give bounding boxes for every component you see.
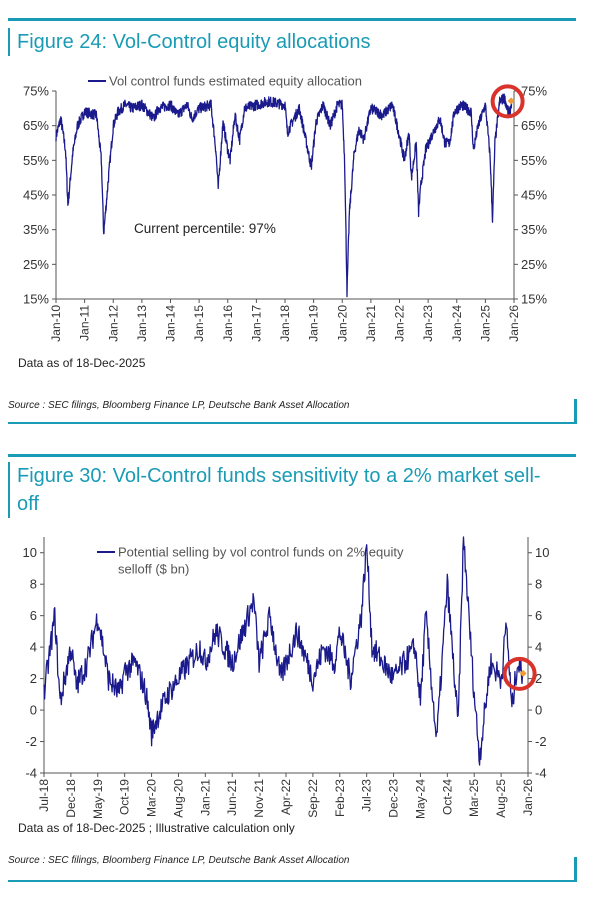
y-tick-label-left: 15% [23, 292, 49, 307]
data-date-note: Data as of 18-Dec-2025 ; Illustrative ca… [18, 821, 295, 835]
highlight-circle [490, 84, 525, 119]
y-tick-label-right: 15% [521, 292, 547, 307]
figure-24-panel: Figure 24: Vol-Control equity allocation… [0, 0, 591, 430]
x-tick-label: Dec-18 [64, 779, 78, 818]
y-tick-label-left: 0 [30, 703, 37, 718]
y-tick-label-right: 25% [521, 257, 547, 272]
figure-title: Figure 24: Vol-Control equity allocation… [17, 31, 371, 53]
y-tick-label-right: 75% [521, 84, 547, 99]
x-tick-label: Jan-24 [450, 305, 464, 342]
x-tick-label: Jan-26 [507, 305, 521, 342]
panel-top-rule [8, 18, 576, 21]
x-tick-label: Mar-25 [467, 779, 481, 817]
panel-bottom-rule [8, 422, 576, 424]
y-tick-label-left: 4 [30, 640, 37, 655]
x-tick-label: Jan-25 [478, 305, 492, 342]
x-tick-label: Jan-21 [364, 305, 378, 342]
x-tick-label: Aug-20 [171, 779, 185, 818]
legend-label: Potential selling by vol control funds o… [118, 545, 404, 560]
y-tick-label-left: 35% [23, 222, 49, 237]
y-tick-label-left: 65% [23, 118, 49, 133]
x-tick-label: May-24 [413, 779, 427, 819]
x-tick-label: Jan-15 [192, 305, 206, 342]
latest-point-marker [519, 669, 527, 677]
x-tick-label: Jan-18 [278, 305, 292, 342]
highlight-circle [502, 656, 537, 691]
y-tick-label-left: 6 [30, 608, 37, 623]
figure-30-panel: Figure 30: Vol-Control funds sensitivity… [0, 440, 591, 906]
selloff-sensitivity-chart: -4 -4 -2 -2 0 0 2 2 4 4 6 6 8 8 10 10 Jul-18 Dec-18 May-19… [23, 536, 549, 819]
y-tick-label-right: 6 [535, 608, 542, 623]
x-tick-label: Jan-19 [307, 305, 321, 342]
x-tick-label: Sep-22 [306, 779, 320, 818]
y-tick-label-left: 75% [23, 84, 49, 99]
series-line [55, 93, 513, 298]
x-tick-label: Jan-11 [78, 305, 92, 341]
y-tick-label-left: 2 [30, 671, 37, 686]
x-tick-label: Jan-12 [106, 305, 120, 342]
x-tick-label: Dec-23 [387, 779, 401, 818]
y-tick-label-left: -4 [25, 766, 37, 781]
panel-top-rule [8, 454, 576, 457]
panel-bottom-rule [8, 880, 576, 882]
y-tick-label-right: 65% [521, 118, 547, 133]
panel-corner-tick [574, 857, 577, 882]
legend-label: Vol control funds estimated equity alloc… [109, 74, 362, 89]
x-tick-label: Jan-16 [221, 305, 235, 342]
panel-corner-tick [574, 399, 577, 424]
y-tick-label-right: -2 [535, 734, 547, 749]
x-tick-label: Jan-20 [335, 305, 349, 342]
x-tick-label: Jul-23 [360, 779, 374, 812]
y-tick-label-left: 8 [30, 577, 37, 592]
title-accent-bar [8, 462, 10, 518]
x-tick-label: Oct-19 [118, 779, 132, 815]
x-tick-label: Jan-21 [198, 779, 212, 816]
x-tick-label: Jan-17 [249, 305, 263, 342]
y-tick-label-right: 4 [535, 640, 542, 655]
x-tick-label: Aug-25 [494, 779, 508, 818]
equity-allocation-chart: 15% 15% 25% 25% 35% 35% 45% 45% 55% 55% 65% 65% 75% 7… [23, 74, 547, 342]
series-line [43, 536, 524, 766]
x-tick-label: Jan-10 [49, 305, 63, 342]
percentile-annotation: Current percentile: 97% [134, 221, 276, 236]
x-tick-label: Apr-22 [279, 779, 293, 815]
y-tick-label-left: 55% [23, 153, 49, 168]
y-tick-label-left: 45% [23, 188, 49, 203]
legend-label: selloff ($ bn) [118, 562, 189, 577]
x-tick-label: Oct-24 [440, 779, 454, 815]
y-tick-label-right: 0 [535, 703, 542, 718]
y-tick-label-right: 35% [521, 222, 547, 237]
source-note: Source : SEC filings, Bloomberg Finance … [8, 855, 350, 866]
x-tick-label: Jun-21 [225, 779, 239, 816]
y-tick-label-left: -2 [25, 734, 37, 749]
y-tick-label-right: -4 [535, 766, 547, 781]
x-tick-label: Mar-20 [145, 779, 159, 817]
title-accent-bar [8, 28, 10, 56]
figure-title: Figure 30: Vol-Control funds sensitivity… [17, 465, 541, 515]
y-tick-label-right: 45% [521, 188, 547, 203]
y-tick-label-right: 8 [535, 577, 542, 592]
y-tick-label-left: 25% [23, 257, 49, 272]
x-tick-label: Jan-13 [135, 305, 149, 342]
x-tick-label: Jan-26 [521, 779, 535, 816]
x-tick-label: Jan-22 [393, 305, 407, 342]
x-tick-label: Jul-18 [37, 779, 51, 812]
x-tick-label: Jan-23 [421, 305, 435, 342]
y-tick-label-left: 10 [23, 545, 37, 560]
x-tick-label: May-19 [91, 779, 105, 819]
y-tick-label-right: 2 [535, 671, 542, 686]
y-tick-label-right: 10 [535, 545, 549, 560]
x-tick-label: Feb-23 [333, 779, 347, 817]
y-tick-label-right: 55% [521, 153, 547, 168]
data-date-note: Data as of 18-Dec-2025 [18, 356, 146, 370]
x-tick-label: Jan-14 [164, 305, 178, 342]
source-note: Source : SEC filings, Bloomberg Finance … [8, 400, 350, 411]
x-tick-label: Nov-21 [252, 779, 266, 818]
